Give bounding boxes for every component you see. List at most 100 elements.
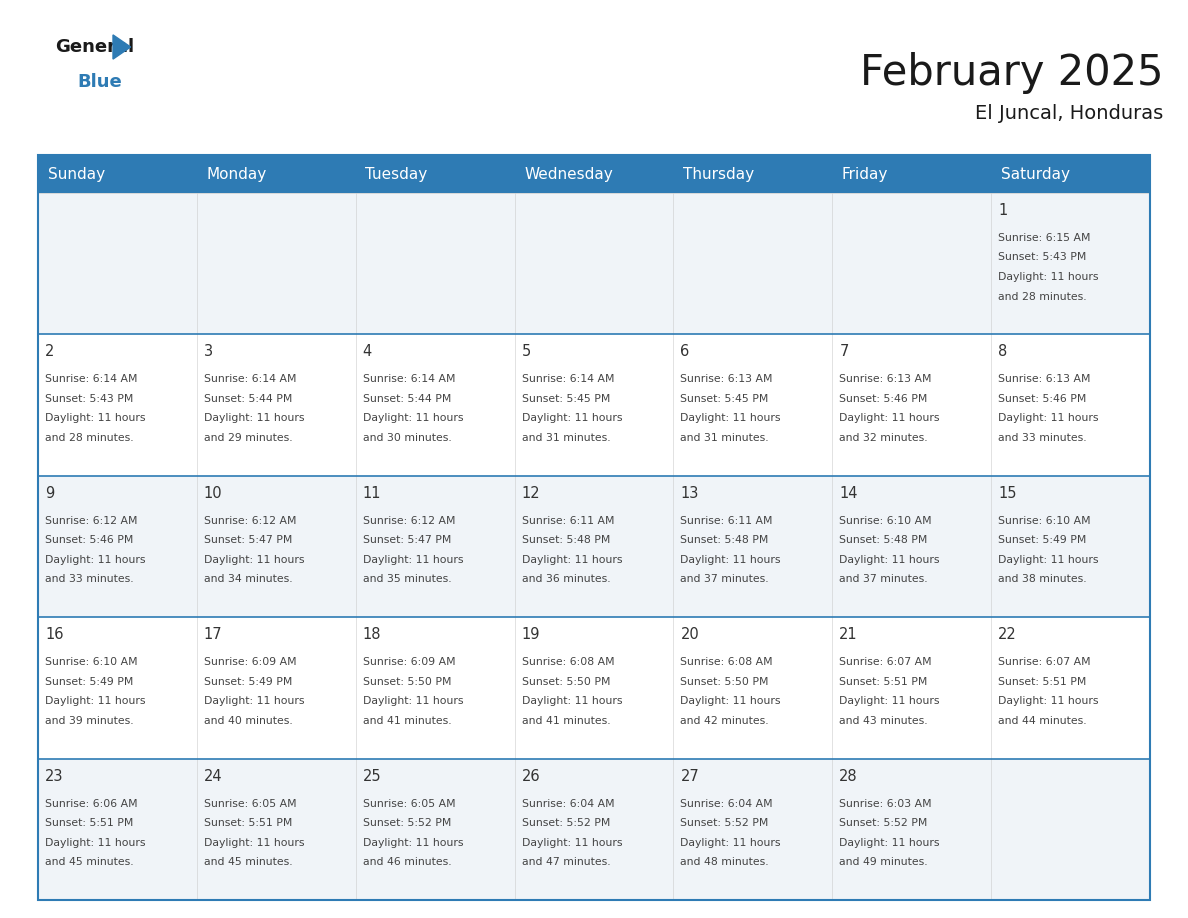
Text: Sunrise: 6:11 AM: Sunrise: 6:11 AM — [522, 516, 614, 526]
Text: Sunset: 5:48 PM: Sunset: 5:48 PM — [522, 535, 609, 545]
Text: and 45 minutes.: and 45 minutes. — [45, 857, 133, 868]
Text: Sunset: 5:51 PM: Sunset: 5:51 PM — [839, 677, 928, 687]
Text: Daylight: 11 hours: Daylight: 11 hours — [681, 554, 781, 565]
Text: 22: 22 — [998, 627, 1017, 643]
Text: El Juncal, Honduras: El Juncal, Honduras — [974, 104, 1163, 123]
Text: Daylight: 11 hours: Daylight: 11 hours — [998, 554, 1099, 565]
Text: Sunrise: 6:14 AM: Sunrise: 6:14 AM — [362, 375, 455, 385]
Text: Blue: Blue — [77, 73, 121, 91]
Text: Sunset: 5:49 PM: Sunset: 5:49 PM — [45, 677, 133, 687]
Text: Sunset: 5:51 PM: Sunset: 5:51 PM — [204, 818, 292, 828]
Text: 24: 24 — [204, 768, 222, 784]
Text: Sunset: 5:51 PM: Sunset: 5:51 PM — [998, 677, 1087, 687]
Text: Sunset: 5:51 PM: Sunset: 5:51 PM — [45, 818, 133, 828]
Text: Sunrise: 6:10 AM: Sunrise: 6:10 AM — [45, 657, 138, 667]
Text: Sunrise: 6:03 AM: Sunrise: 6:03 AM — [839, 799, 931, 809]
Text: 28: 28 — [839, 768, 858, 784]
Bar — [197, 193, 355, 334]
Text: Daylight: 11 hours: Daylight: 11 hours — [998, 696, 1099, 706]
Text: Sunrise: 6:05 AM: Sunrise: 6:05 AM — [204, 799, 297, 809]
Bar — [38, 334, 197, 476]
Text: Sunset: 5:44 PM: Sunset: 5:44 PM — [204, 394, 292, 404]
Text: Sunset: 5:49 PM: Sunset: 5:49 PM — [998, 535, 1087, 545]
Text: Sunrise: 6:09 AM: Sunrise: 6:09 AM — [204, 657, 297, 667]
Text: Daylight: 11 hours: Daylight: 11 hours — [204, 413, 304, 423]
Text: Sunset: 5:50 PM: Sunset: 5:50 PM — [681, 677, 769, 687]
Bar — [514, 334, 674, 476]
Bar — [197, 617, 355, 758]
Bar — [355, 617, 514, 758]
Text: and 42 minutes.: and 42 minutes. — [681, 716, 769, 726]
Bar — [355, 193, 514, 334]
Text: Sunset: 5:45 PM: Sunset: 5:45 PM — [522, 394, 609, 404]
Text: and 35 minutes.: and 35 minutes. — [362, 575, 451, 584]
Bar — [514, 758, 674, 900]
Bar — [991, 334, 1150, 476]
Text: Sunset: 5:46 PM: Sunset: 5:46 PM — [998, 394, 1087, 404]
Bar — [514, 193, 674, 334]
Text: and 34 minutes.: and 34 minutes. — [204, 575, 292, 584]
Text: Sunrise: 6:08 AM: Sunrise: 6:08 AM — [522, 657, 614, 667]
Text: Sunrise: 6:10 AM: Sunrise: 6:10 AM — [839, 516, 931, 526]
Text: Daylight: 11 hours: Daylight: 11 hours — [998, 272, 1099, 282]
Text: Sunset: 5:48 PM: Sunset: 5:48 PM — [839, 535, 928, 545]
Text: Tuesday: Tuesday — [365, 166, 428, 182]
Text: 10: 10 — [204, 486, 222, 501]
Bar — [514, 617, 674, 758]
Text: 25: 25 — [362, 768, 381, 784]
Text: Sunrise: 6:15 AM: Sunrise: 6:15 AM — [998, 233, 1091, 243]
Bar — [514, 476, 674, 617]
Bar — [674, 617, 833, 758]
Text: 15: 15 — [998, 486, 1017, 501]
Text: Sunrise: 6:14 AM: Sunrise: 6:14 AM — [204, 375, 296, 385]
Text: 6: 6 — [681, 344, 690, 360]
Text: 4: 4 — [362, 344, 372, 360]
Text: Daylight: 11 hours: Daylight: 11 hours — [204, 554, 304, 565]
Text: Daylight: 11 hours: Daylight: 11 hours — [204, 696, 304, 706]
Text: Sunset: 5:52 PM: Sunset: 5:52 PM — [522, 818, 609, 828]
Text: Sunset: 5:47 PM: Sunset: 5:47 PM — [362, 535, 451, 545]
Text: and 45 minutes.: and 45 minutes. — [204, 857, 292, 868]
Text: Sunrise: 6:08 AM: Sunrise: 6:08 AM — [681, 657, 773, 667]
Text: Sunset: 5:44 PM: Sunset: 5:44 PM — [362, 394, 451, 404]
Text: Sunrise: 6:13 AM: Sunrise: 6:13 AM — [839, 375, 931, 385]
Text: 26: 26 — [522, 768, 541, 784]
Text: Sunrise: 6:10 AM: Sunrise: 6:10 AM — [998, 516, 1091, 526]
Text: Sunset: 5:50 PM: Sunset: 5:50 PM — [522, 677, 611, 687]
Text: Sunset: 5:52 PM: Sunset: 5:52 PM — [681, 818, 769, 828]
Text: Daylight: 11 hours: Daylight: 11 hours — [522, 696, 623, 706]
Bar — [197, 334, 355, 476]
Bar — [674, 476, 833, 617]
Text: Sunrise: 6:13 AM: Sunrise: 6:13 AM — [681, 375, 773, 385]
Text: and 33 minutes.: and 33 minutes. — [45, 575, 133, 584]
Text: Sunset: 5:52 PM: Sunset: 5:52 PM — [839, 818, 928, 828]
Text: Sunset: 5:50 PM: Sunset: 5:50 PM — [362, 677, 451, 687]
Text: Daylight: 11 hours: Daylight: 11 hours — [45, 413, 145, 423]
Text: Sunrise: 6:13 AM: Sunrise: 6:13 AM — [998, 375, 1091, 385]
Text: Wednesday: Wednesday — [524, 166, 613, 182]
Text: Sunset: 5:46 PM: Sunset: 5:46 PM — [839, 394, 928, 404]
Text: 13: 13 — [681, 486, 699, 501]
Text: 23: 23 — [45, 768, 63, 784]
Text: 18: 18 — [362, 627, 381, 643]
Text: Sunset: 5:49 PM: Sunset: 5:49 PM — [204, 677, 292, 687]
Text: Daylight: 11 hours: Daylight: 11 hours — [522, 837, 623, 847]
Bar — [38, 193, 197, 334]
Text: and 32 minutes.: and 32 minutes. — [839, 433, 928, 442]
Text: Daylight: 11 hours: Daylight: 11 hours — [45, 696, 145, 706]
Text: and 31 minutes.: and 31 minutes. — [522, 433, 611, 442]
Text: Monday: Monday — [207, 166, 266, 182]
Text: and 47 minutes.: and 47 minutes. — [522, 857, 611, 868]
Text: 20: 20 — [681, 627, 700, 643]
Bar — [991, 758, 1150, 900]
Bar — [38, 476, 197, 617]
Text: 1: 1 — [998, 203, 1007, 218]
Bar — [991, 476, 1150, 617]
Text: Daylight: 11 hours: Daylight: 11 hours — [204, 837, 304, 847]
Text: Saturday: Saturday — [1000, 166, 1069, 182]
Text: Thursday: Thursday — [683, 166, 754, 182]
Text: and 43 minutes.: and 43 minutes. — [839, 716, 928, 726]
Bar — [197, 476, 355, 617]
Text: and 46 minutes.: and 46 minutes. — [362, 857, 451, 868]
Text: Daylight: 11 hours: Daylight: 11 hours — [522, 554, 623, 565]
